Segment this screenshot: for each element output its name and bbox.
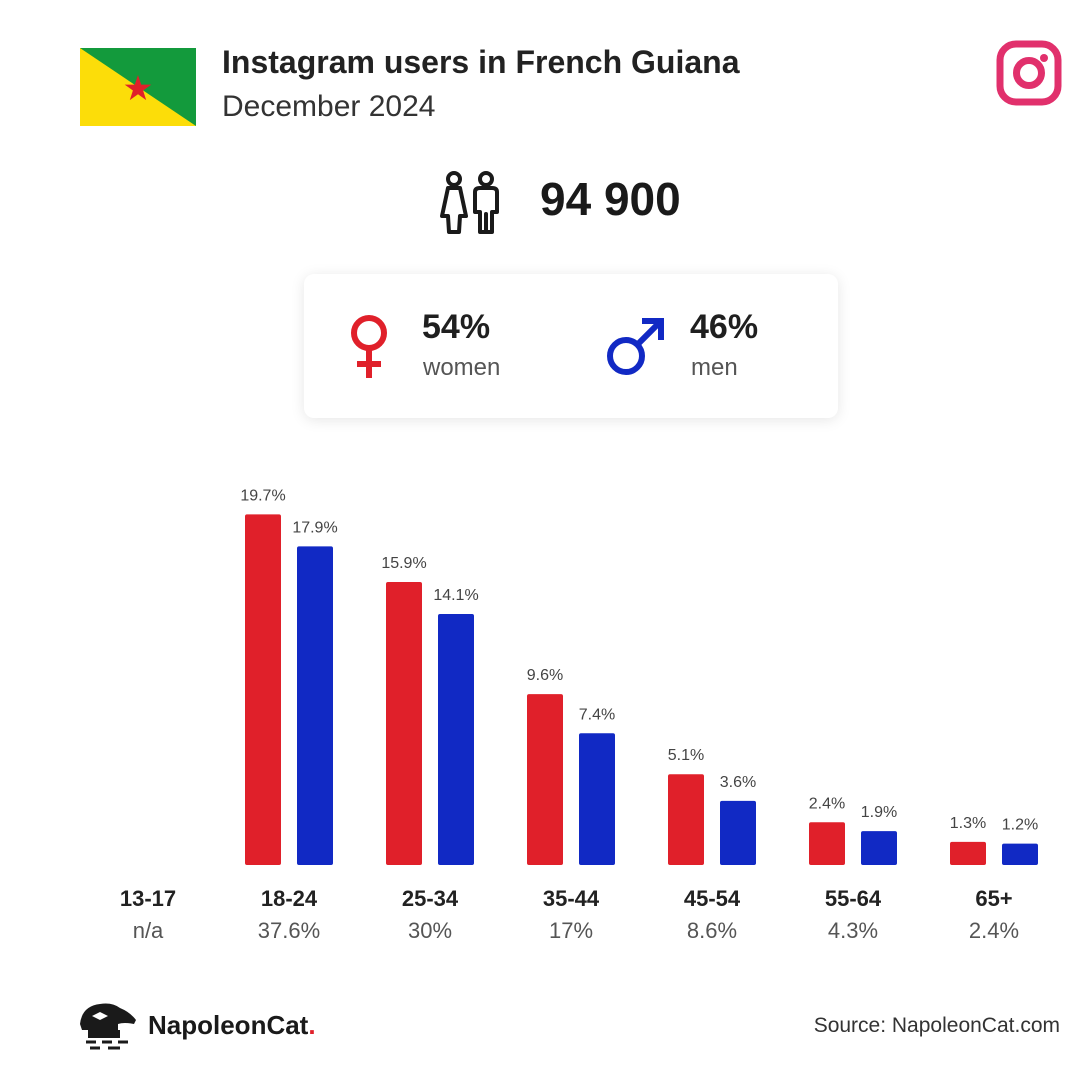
bar-women-65+ [950, 841, 986, 865]
napoleoncat-logo-icon [80, 1003, 136, 1050]
brand-dot: . [308, 1010, 316, 1040]
bar-women-55-64 [809, 822, 845, 865]
age-category-label: 35-44 [543, 886, 600, 911]
women-label: women [423, 354, 501, 381]
bar-value-label-men-65+: 1.2% [1002, 817, 1038, 834]
french-guiana-flag [80, 48, 196, 126]
men-percent: 46% [690, 308, 759, 346]
bar-value-label-women-35-44: 9.6% [527, 667, 563, 684]
total-users-count: 94 900 [540, 173, 681, 225]
bar-value-label-men-45-54: 3.6% [720, 774, 756, 791]
age-category-label: 25-34 [402, 886, 459, 911]
men-label: men [691, 354, 738, 381]
bar-women-35-44 [527, 694, 563, 865]
age-category-total: 30% [408, 918, 452, 943]
male-symbol-icon [607, 318, 664, 375]
bar-value-label-women-45-54: 5.1% [668, 747, 704, 764]
page-title: Instagram users in French Guiana [222, 44, 740, 80]
brand-name: NapoleonCat. [148, 1010, 316, 1040]
instagram-icon [996, 40, 1062, 106]
bar-men-18-24 [297, 546, 333, 865]
age-category-total: 37.6% [258, 918, 320, 943]
bar-value-label-men-25-34: 14.1% [433, 587, 478, 604]
bar-value-label-women-18-24: 19.7% [240, 487, 285, 504]
bar-men-55-64 [861, 831, 897, 865]
bar-value-label-men-18-24: 17.9% [292, 519, 337, 536]
age-category-total: 4.3% [828, 918, 878, 943]
people-icon [440, 171, 499, 234]
age-category-total: 17% [549, 918, 593, 943]
bar-men-65+ [1002, 843, 1038, 865]
bar-value-label-women-25-34: 15.9% [381, 555, 426, 572]
age-category-label: 13-17 [120, 886, 176, 911]
age-category-total: 8.6% [687, 918, 737, 943]
age-category-label: 18-24 [261, 886, 318, 911]
page-subtitle: December 2024 [222, 90, 436, 123]
age-category-label: 65+ [975, 886, 1012, 911]
bar-value-label-men-35-44: 7.4% [579, 706, 615, 723]
bar-value-label-women-65+: 1.3% [950, 815, 986, 832]
bar-value-label-women-55-64: 2.4% [809, 795, 845, 812]
age-category-label: 45-54 [684, 886, 741, 911]
women-percent: 54% [422, 308, 491, 346]
bar-women-18-24 [245, 514, 281, 865]
bar-women-45-54 [668, 774, 704, 865]
bar-men-25-34 [438, 614, 474, 865]
bar-men-35-44 [579, 733, 615, 865]
age-category-total: 2.4% [969, 918, 1019, 943]
age-category-label: 55-64 [825, 886, 882, 911]
bar-men-45-54 [720, 800, 756, 865]
gender-split-card [304, 274, 838, 418]
bar-women-25-34 [386, 581, 422, 865]
source-credit: Source: NapoleonCat.com [813, 1014, 1060, 1037]
female-symbol-icon [351, 315, 387, 378]
age-gender-bar-chart: 13-17 n/a 19.7% 17.9% 18-24 37.6% 15.9% 14.1% 25… [120, 487, 1038, 943]
age-category-total: n/a [133, 918, 164, 943]
bar-value-label-men-55-64: 1.9% [861, 804, 897, 821]
